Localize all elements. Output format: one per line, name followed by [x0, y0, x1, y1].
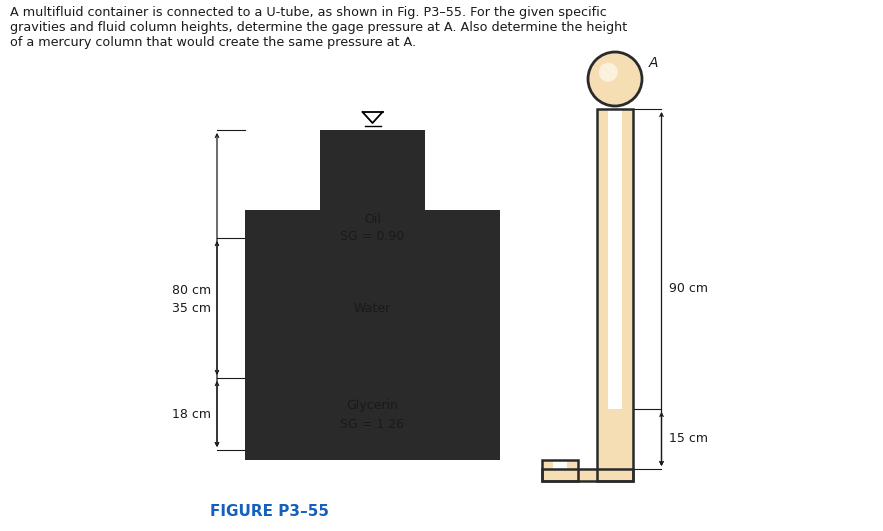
Bar	[541, 460, 578, 481]
Bar	[255, 210, 490, 238]
Text: A multifluid container is connected to a U-tube, as shown in Fig. P3–55. For the: A multifluid container is connected to a…	[10, 6, 627, 49]
Bar	[597, 109, 633, 481]
Text: Water: Water	[354, 302, 391, 314]
Text: Glycerin: Glycerin	[346, 399, 398, 413]
Text: 90 cm: 90 cm	[669, 282, 708, 295]
Bar	[255, 378, 490, 450]
Bar	[541, 469, 633, 481]
Bar	[245, 450, 500, 460]
Bar	[597, 109, 633, 481]
Circle shape	[599, 63, 618, 82]
Text: FIGURE P3–55: FIGURE P3–55	[210, 503, 329, 518]
Bar	[554, 460, 567, 469]
Bar	[330, 130, 415, 210]
Text: 35 cm: 35 cm	[172, 302, 211, 314]
Text: 18 cm: 18 cm	[172, 407, 211, 421]
Bar	[255, 238, 490, 378]
Text: 15 cm: 15 cm	[669, 433, 708, 446]
Bar	[541, 460, 578, 481]
Bar	[541, 469, 633, 481]
Bar	[608, 109, 622, 469]
PathPatch shape	[245, 130, 500, 450]
Bar	[608, 409, 622, 469]
Text: SG = 1.26: SG = 1.26	[341, 417, 404, 431]
Text: SG = 0.90: SG = 0.90	[340, 230, 404, 244]
Circle shape	[588, 52, 642, 106]
Text: Oil: Oil	[364, 212, 381, 226]
Text: 80 cm: 80 cm	[172, 284, 211, 296]
Text: A: A	[649, 56, 659, 70]
